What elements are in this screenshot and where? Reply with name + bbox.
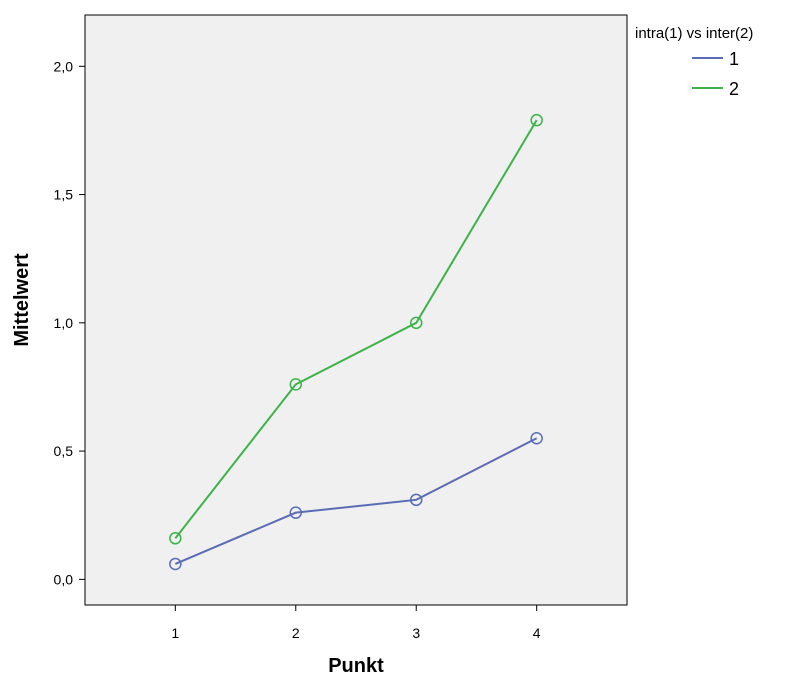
x-tick-label: 1	[171, 625, 179, 641]
y-tick-label: 1,5	[54, 187, 74, 203]
x-tick-label: 4	[533, 625, 541, 641]
data-point	[409, 493, 423, 507]
data-point	[169, 532, 182, 545]
series-line	[174, 119, 538, 539]
data-point	[409, 316, 423, 330]
y-axis: 0,0 0,5 1,0 1,5 2,0	[54, 58, 85, 587]
data-point	[530, 432, 543, 445]
legend-label: 2	[729, 79, 739, 99]
data-point	[530, 113, 543, 127]
x-axis: 1 2 3 4	[171, 605, 541, 641]
legend-label: 1	[729, 49, 739, 69]
series-line	[174, 437, 538, 565]
x-axis-title: Punkt	[328, 655, 384, 677]
series-2	[169, 113, 543, 545]
data-point	[289, 378, 303, 391]
legend-title: intra(1) vs inter(2)	[635, 25, 753, 42]
legend-item: 1	[692, 49, 739, 69]
x-tick-label: 3	[412, 625, 420, 641]
y-tick-label: 1,0	[54, 315, 74, 331]
data-point	[169, 557, 182, 571]
y-axis-title: Mittelwert	[11, 253, 33, 347]
y-tick-label: 2,0	[54, 58, 74, 74]
y-tick-label: 0,0	[54, 571, 74, 587]
data-point	[289, 506, 303, 519]
series-1	[169, 432, 543, 571]
y-tick-label: 0,5	[54, 443, 74, 459]
plot-area	[84, 14, 628, 606]
x-tick-label: 2	[292, 625, 300, 641]
legend: intra(1) vs inter(2) 1 2	[635, 25, 753, 99]
legend-item: 2	[692, 79, 739, 99]
series-layer	[169, 113, 543, 571]
